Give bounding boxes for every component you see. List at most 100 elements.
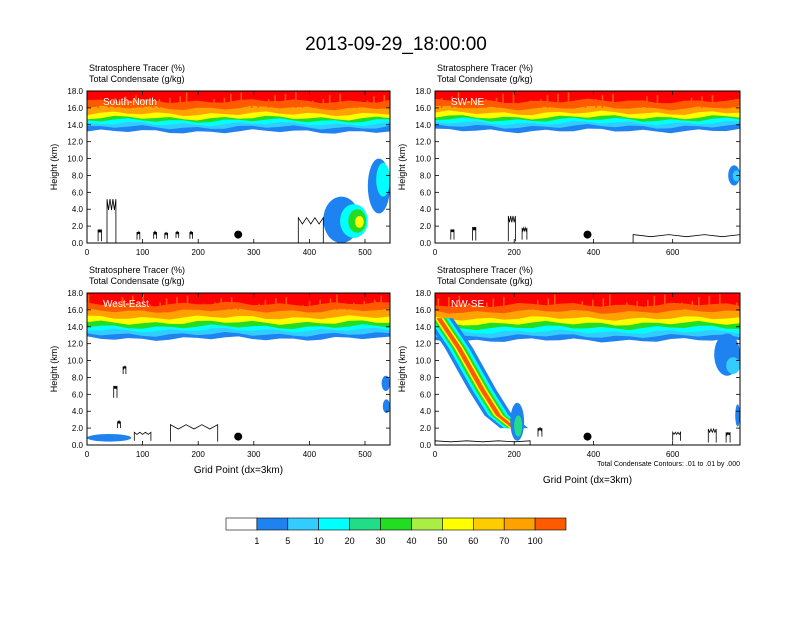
tracer-streak xyxy=(345,103,348,108)
colorbar-label: 100 xyxy=(528,536,543,546)
x-tick-label: 200 xyxy=(508,450,522,459)
tracer-streak xyxy=(735,99,737,108)
tracer-level-11 xyxy=(435,293,740,307)
tracer-streak xyxy=(564,306,567,310)
tracer-streak xyxy=(719,294,721,310)
tracer-streak xyxy=(690,97,693,108)
tracer-streak xyxy=(115,301,117,310)
tracer-streak xyxy=(557,93,559,108)
tracer-streak xyxy=(329,298,332,310)
condensate-contour xyxy=(133,431,152,441)
y-tick-label: 12.0 xyxy=(67,340,83,349)
condensate-contour xyxy=(153,230,157,239)
tracer-streak xyxy=(383,95,386,108)
tracer-streak xyxy=(353,302,355,310)
condensate-contour xyxy=(113,385,118,398)
page-title: 2013-09-29_18:00:00 xyxy=(305,34,487,55)
y-tick-label: 8.0 xyxy=(72,171,84,180)
tracer-streak xyxy=(312,100,314,108)
tracer-streak xyxy=(223,97,226,108)
tracer-streak xyxy=(458,295,461,310)
tracer-streak xyxy=(674,306,677,310)
y-tick-label: 4.0 xyxy=(72,205,84,214)
colorbar-swatch xyxy=(534,517,567,531)
plot-frame xyxy=(434,90,741,244)
tracer-streak xyxy=(336,294,338,310)
tracer-streak xyxy=(701,96,703,108)
tracer-streak xyxy=(537,299,539,310)
tracer-streak xyxy=(495,97,498,108)
colorbar-swatch xyxy=(411,517,443,531)
plot-frame xyxy=(86,292,391,446)
y-tick-label: 16.0 xyxy=(415,306,431,315)
tracer-streak xyxy=(247,305,250,310)
contour-footnote: Total Condensate Contours: .01 to .01 by… xyxy=(597,461,740,468)
y-tick-label: 10.0 xyxy=(67,357,83,366)
x-tick-label: 200 xyxy=(192,248,206,257)
tracer-streak xyxy=(87,294,90,310)
tracer-streak xyxy=(618,103,621,108)
x-tick-label: 0 xyxy=(433,248,438,257)
y-tick-label: 18.0 xyxy=(415,289,431,298)
colorbar-label: 60 xyxy=(468,536,478,546)
y-tick-label: 4.0 xyxy=(72,407,84,416)
tracer-streak xyxy=(230,297,233,310)
tracer-streak xyxy=(295,92,297,108)
y-tick-label: 10.0 xyxy=(415,155,431,164)
tracer-streak xyxy=(629,101,631,108)
tracer-streak xyxy=(328,95,331,108)
tracer-streak xyxy=(366,100,369,108)
colorbar-label: 5 xyxy=(285,536,290,546)
tracer-streak xyxy=(574,101,576,108)
tracer-streak xyxy=(274,95,276,108)
condensate-contour xyxy=(707,427,717,443)
tracer-streak xyxy=(284,93,287,108)
tracer-streak xyxy=(663,104,665,108)
x-tick-label: 0 xyxy=(85,450,90,459)
panel-west-east: 0.0 2.0 4.0 6.0 8.0 10.0 12.0 14.0 16.0 18.0 0 100 2… xyxy=(49,265,391,476)
tracer-streak xyxy=(602,298,605,310)
panel-label: West-East xyxy=(103,299,149,310)
x-tick-label: 300 xyxy=(247,450,261,459)
tracer-streak xyxy=(285,297,288,310)
tracer-streak xyxy=(322,99,325,108)
condensate-contour xyxy=(672,430,681,441)
colorbar-swatch xyxy=(287,517,319,531)
tracer-blob xyxy=(732,170,740,182)
tracer-streak xyxy=(380,295,382,310)
tracer-streak xyxy=(97,103,99,108)
tracer-streak xyxy=(612,93,614,108)
tracer-streak xyxy=(529,100,532,108)
tracer-streak xyxy=(346,306,349,310)
y-axis-label: Height (km) xyxy=(397,346,407,393)
field-title-2: Total Condensate (g/kg) xyxy=(89,276,185,286)
y-tick-label: 18.0 xyxy=(67,87,83,96)
x-tick-label: 600 xyxy=(666,248,680,257)
tracer-streak xyxy=(609,294,611,310)
tracer-streak xyxy=(451,96,453,108)
y-tick-label: 8.0 xyxy=(72,373,84,382)
condensate-contour xyxy=(175,230,180,238)
tracer-streak xyxy=(575,305,577,310)
tracer-streak xyxy=(554,294,556,310)
tracer-streak xyxy=(512,92,515,108)
x-axis-label: Grid Point (dx=3km) xyxy=(194,465,283,476)
tracer-streak xyxy=(148,303,151,310)
tracer-streak xyxy=(114,97,116,108)
y-tick-label: 12.0 xyxy=(415,138,431,147)
colorbar-swatch xyxy=(472,517,505,531)
tracer-streak xyxy=(503,297,505,310)
tracer-streak xyxy=(319,299,321,310)
tracer-blob xyxy=(382,399,390,414)
y-tick-label: 2.0 xyxy=(72,424,84,433)
panels-group: 0.0 2.0 4.0 6.0 8.0 10.0 12.0 14.0 16.0 18.0 0 100 2… xyxy=(49,63,741,486)
tracer-streak xyxy=(520,305,522,310)
tracer-streak xyxy=(646,96,648,108)
tracer-streak xyxy=(457,92,460,108)
tracer-streak xyxy=(736,302,738,310)
condensate-contour xyxy=(632,234,740,243)
tracer-streak xyxy=(698,297,700,310)
location-marker xyxy=(234,230,243,239)
plot-area xyxy=(435,91,740,243)
tracer-streak xyxy=(124,96,127,108)
